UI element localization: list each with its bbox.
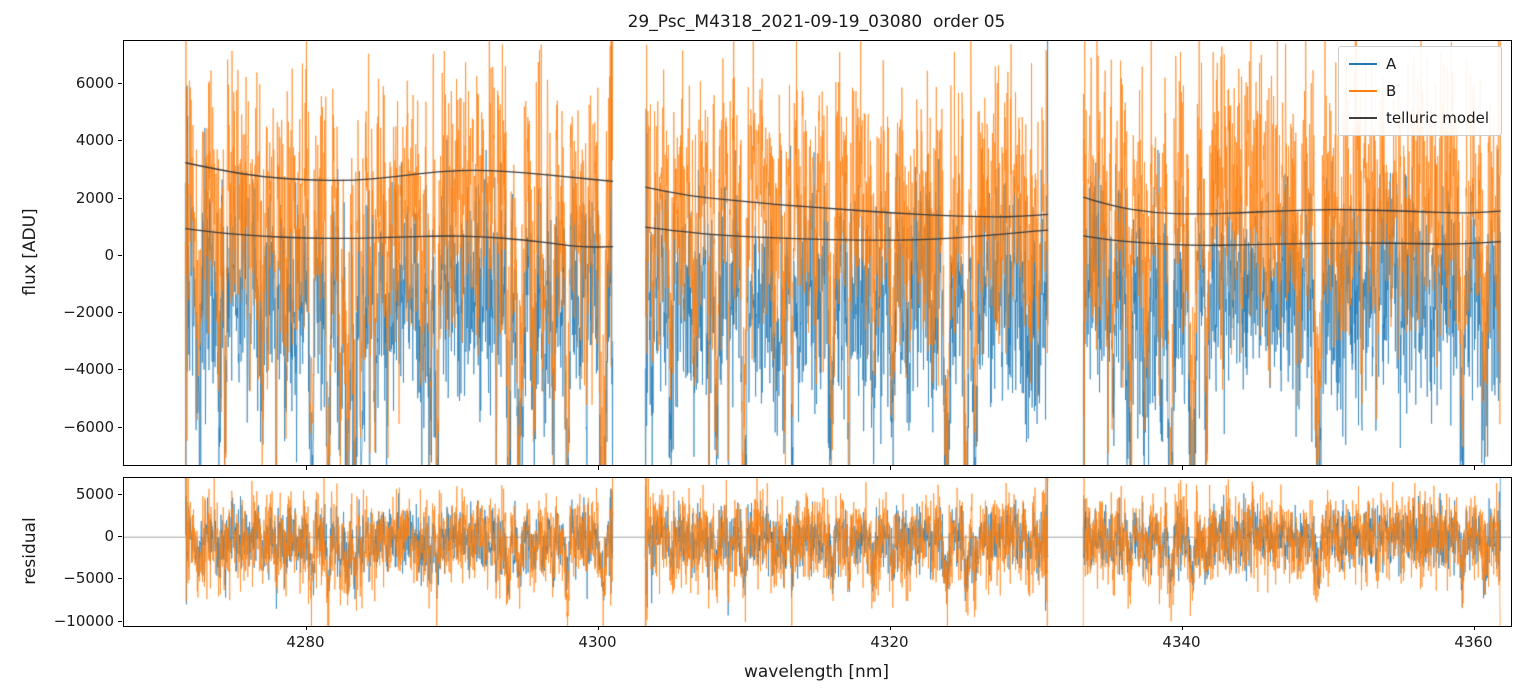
residual-plot-canvas [124,478,1511,626]
series-b-line-swatch [1348,90,1377,92]
chart-title: 29_Psc_M4318_2021-09-19_03080 order 05 [627,12,1006,32]
flux-y-tick-label: 2000 [75,188,114,207]
flux-y-tick-label: 0 [104,245,114,264]
x-tick-mark [597,466,599,470]
legend-item-b: B [1348,82,1489,100]
x-tick-mark [889,466,891,470]
x-tick-mark [305,466,307,470]
flux-y-tick-mark [118,254,122,256]
legend-label-a: A [1385,55,1397,73]
x-tick-mark [1473,466,1475,470]
x-tick-label: 4280 [286,633,325,651]
flux-y-tick-label: −4000 [63,360,114,379]
residual-y-tick-label: −10000 [53,611,114,630]
residual-y-tick-label: 5000 [75,484,114,503]
residual-y-tick-mark [118,620,122,622]
legend-label-b: B [1385,82,1397,100]
residual-y-tick-mark [118,493,122,495]
flux-plot-canvas [124,41,1511,465]
residual-y-tick-label: −5000 [63,569,114,588]
legend: A B telluric model [1337,46,1502,136]
legend-item-a: A [1348,55,1489,73]
flux-y-tick-mark [118,82,122,84]
flux-panel [123,40,1512,466]
flux-y-tick-label: 4000 [75,131,114,150]
x-tick-mark [1181,626,1183,630]
residual-y-tick-label: 0 [104,527,114,546]
flux-y-tick-mark [118,369,122,371]
x-tick-mark [1473,626,1475,630]
x-tick-mark [305,626,307,630]
x-tick-mark [889,626,891,630]
flux-y-tick-mark [118,197,122,199]
flux-y-tick-label: −2000 [63,303,114,322]
residual-panel [123,477,1512,627]
flux-y-tick-mark [118,426,122,428]
x-tick-label: 4300 [578,633,617,651]
flux-y-tick-mark [118,312,122,314]
series-a-line-swatch [1348,63,1377,65]
legend-item-telluric: telluric model [1348,109,1489,127]
legend-label-telluric: telluric model [1385,109,1489,127]
x-tick-mark [597,626,599,630]
residual-y-tick-mark [118,578,122,580]
telluric-model-line-swatch [1348,117,1377,119]
residual-y-tick-mark [118,536,122,538]
flux-y-tick-label: −6000 [63,417,114,436]
flux-y-tick-label: 6000 [75,73,114,92]
x-tick-label: 4340 [1162,633,1201,651]
x-axis-label: wavelength [nm] [743,662,890,682]
x-tick-label: 4320 [870,633,909,651]
x-tick-label: 4360 [1454,633,1493,651]
flux-y-tick-mark [118,140,122,142]
x-tick-mark [1181,466,1183,470]
